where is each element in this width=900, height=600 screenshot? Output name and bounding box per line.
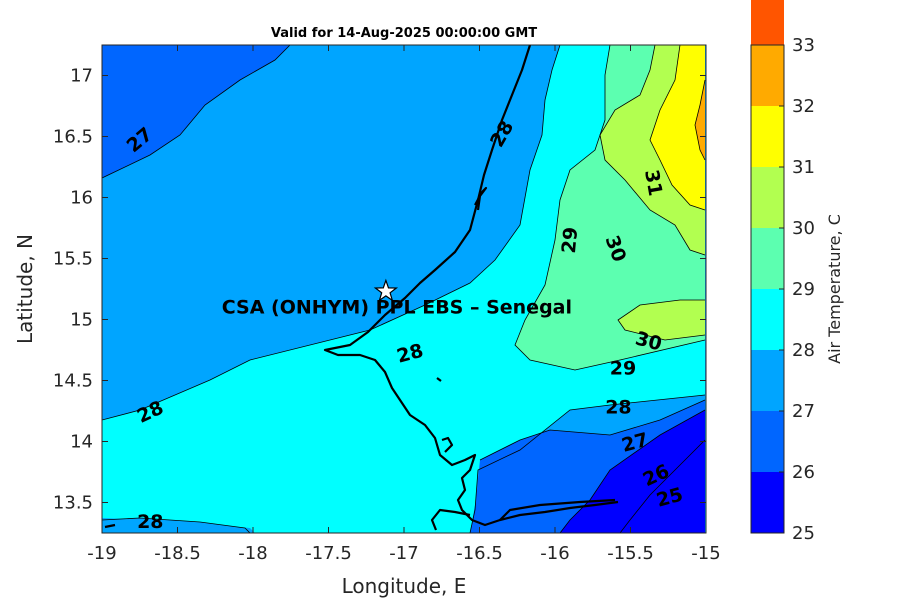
coastline-estuary xyxy=(441,436,454,453)
band-27-28-southwest xyxy=(102,518,250,533)
colorbar-tick-label: 25 xyxy=(792,523,815,544)
contour-line-28-southwest xyxy=(102,517,251,533)
contour-label: 31 xyxy=(640,168,666,198)
contour-label: 28 xyxy=(605,396,631,418)
x-tick-label: -16.5 xyxy=(456,543,503,564)
colorbar-swatch xyxy=(751,45,784,106)
site-label: CSA (ONHYM) PPL EBS – Senegal xyxy=(222,296,572,318)
band-31-32 xyxy=(650,45,705,210)
band-32-33 xyxy=(695,80,705,160)
colorbar-tick-label: 32 xyxy=(792,96,815,117)
contour-line-26 xyxy=(559,409,706,533)
chart-title: Valid for 14-Aug-2025 00:00:00 GMT xyxy=(271,26,537,41)
contour-line-31 xyxy=(649,45,706,211)
contour-line-29 xyxy=(514,45,706,371)
x-tick-label: -18.5 xyxy=(154,543,201,564)
band-25-26-southeast xyxy=(560,410,705,533)
contour-line-28 xyxy=(102,45,561,421)
x-axis-label: Longitude, E xyxy=(342,574,467,598)
star-icon xyxy=(373,278,399,302)
coastline-fragment xyxy=(104,523,116,529)
x-tick-label: -19 xyxy=(87,543,116,564)
y-tick-label: 16 xyxy=(70,188,93,209)
coastline-islet xyxy=(436,377,442,382)
y-tick-label: 14 xyxy=(70,432,93,453)
x-tick-label: -16 xyxy=(540,543,569,564)
colorbar-swatch xyxy=(751,289,784,350)
coastline-inlet-north xyxy=(474,186,488,211)
y-tick-label: 15 xyxy=(70,310,93,331)
x-tick-label: -15 xyxy=(691,543,720,564)
colorbar-tick-label: 28 xyxy=(792,340,815,361)
colorbar: 25 26 27 28 29 30 31 32 33 xyxy=(750,0,815,544)
coastline-river xyxy=(499,498,616,521)
contour-line-32 xyxy=(694,79,706,161)
colorbar-tick-label: 29 xyxy=(792,279,815,300)
x-tick-label: -18 xyxy=(238,543,267,564)
x-tick-label: -15.5 xyxy=(607,543,654,564)
colorbar-swatch xyxy=(751,167,784,228)
contour-label: 28 xyxy=(137,511,163,533)
colorbar-swatch xyxy=(751,228,784,289)
x-axis: -19 -18.5 -18 -17.5 -17 -16.5 -16 -15.5 -15 xyxy=(87,45,721,564)
band-28-29 xyxy=(102,45,705,533)
contour-line-28-southeast xyxy=(469,394,706,533)
contour-label: 29 xyxy=(610,357,636,379)
contour-line-30-south xyxy=(617,299,706,341)
contour-line-27-southeast xyxy=(479,399,706,461)
colorbar-swatch xyxy=(751,350,784,411)
colorbar-swatch xyxy=(751,411,784,472)
y-tick-label: 15.5 xyxy=(53,249,93,270)
colorbar-label: Air Temperature, C xyxy=(825,214,844,364)
colorbar-swatch xyxy=(751,472,784,533)
x-tick-label: -17.5 xyxy=(305,543,352,564)
temperature-field xyxy=(102,45,706,533)
colorbar-tick-label: 26 xyxy=(792,462,815,483)
colorbar-tick-label: 27 xyxy=(792,401,815,422)
colorbar-tick-label: 30 xyxy=(792,218,815,239)
x-tick-label: -17 xyxy=(389,543,418,564)
contour-line-25 xyxy=(619,439,706,533)
y-tick-label: 13.5 xyxy=(53,493,93,514)
y-axis-label: Latitude, N xyxy=(13,234,37,344)
y-tick-label: 17 xyxy=(70,66,93,87)
colorbar-tick-label: 31 xyxy=(792,157,815,178)
contour-label: 29 xyxy=(558,226,582,254)
coastline-gambia-south xyxy=(430,508,471,531)
colorbar-tick-label: 33 xyxy=(792,35,815,56)
y-tick-label: 14.5 xyxy=(53,371,93,392)
site-marker xyxy=(373,278,399,302)
y-tick-label: 16.5 xyxy=(53,127,93,148)
coastline xyxy=(104,45,619,531)
y-axis: 13.5 14 14.5 15 15.5 16 16.5 17 xyxy=(53,66,706,514)
contour-line-27-north xyxy=(102,45,291,179)
colorbar-swatch xyxy=(751,0,784,45)
contour-line-30-north xyxy=(599,45,706,256)
coastline-main xyxy=(323,45,619,527)
contour-lines xyxy=(102,45,706,533)
colorbar-swatch xyxy=(751,106,784,167)
